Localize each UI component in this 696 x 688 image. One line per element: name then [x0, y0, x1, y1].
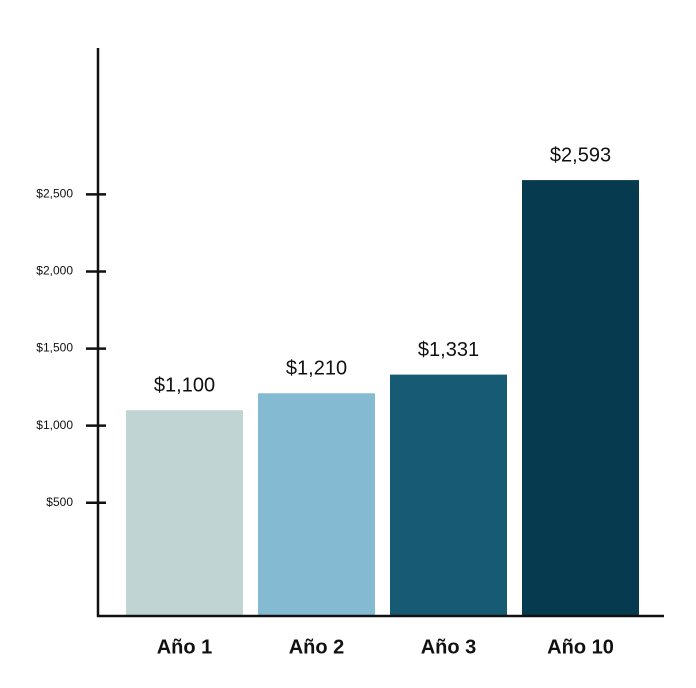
value-label: $1,210 [286, 358, 347, 380]
x-tick-label: Año 2 [289, 636, 345, 658]
value-label: $1,100 [154, 375, 215, 397]
value-label: $1,331 [418, 339, 479, 361]
bar [126, 410, 243, 616]
y-tick-label: $1,000 [36, 418, 73, 432]
bar [522, 180, 639, 616]
y-tick-label: $2,500 [36, 187, 73, 201]
y-tick-label: $1,500 [36, 341, 73, 355]
y-tick-label: $2,000 [36, 264, 73, 278]
value-label: $2,593 [550, 144, 611, 166]
x-tick-label: Año 10 [547, 636, 614, 658]
x-tick-label: Año 1 [157, 636, 213, 658]
bar [390, 374, 507, 616]
x-tick-label: Año 3 [421, 636, 477, 658]
bar [258, 393, 375, 616]
y-tick-label: $500 [46, 495, 73, 509]
